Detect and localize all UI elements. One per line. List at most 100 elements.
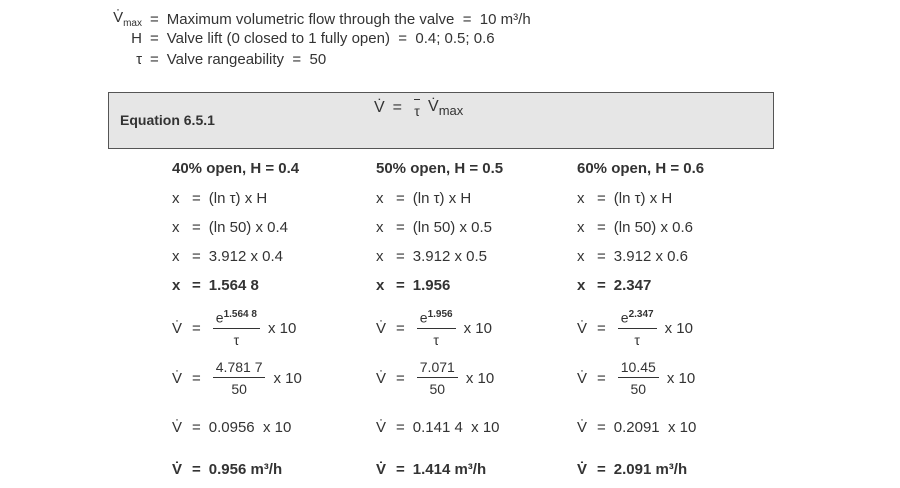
rhs-symbol: V̇: [428, 97, 439, 115]
denominator: τ: [233, 331, 240, 348]
expression: 1.564 8: [208, 277, 259, 294]
equals: =: [192, 190, 201, 207]
equals: =: [597, 219, 606, 236]
step: V̇ = 7.071 50 x 10: [376, 359, 494, 397]
step: x = (ln 50) x 0.5: [376, 219, 492, 236]
expression: 0.141 4 x 10: [412, 419, 500, 436]
variable: V̇: [577, 461, 588, 478]
column-heading: 40% open, H = 0.4: [172, 160, 300, 177]
expression: 1.956: [412, 277, 451, 294]
equals: =: [396, 419, 405, 436]
column-heading: 60% open, H = 0.6: [577, 160, 705, 177]
denominator: τ: [634, 331, 640, 348]
variable: V̇: [577, 319, 588, 337]
step: x = (ln 50) x 0.4: [172, 219, 288, 236]
fraction: 7.071 50: [416, 359, 458, 397]
denominator: τ: [433, 331, 439, 348]
equals: =: [597, 319, 606, 337]
equals: =: [597, 190, 606, 207]
fraction: 10.45 50: [617, 359, 659, 397]
equals: =: [396, 461, 405, 478]
step: V̇ = 4.781 7 50 x 10: [172, 359, 302, 397]
definition: H = Valve lift (0 closed to 1 fully open) …: [80, 30, 495, 47]
equation: V̇ = τ V̇max: [374, 97, 463, 119]
variable: x: [577, 277, 586, 294]
equals: =: [192, 369, 201, 387]
definition-text: Valve lift (0 closed to 1 fully open) = …: [166, 30, 495, 47]
variable: V̇: [172, 461, 183, 478]
denominator: 50: [429, 381, 446, 397]
variable: x: [172, 277, 181, 294]
variable: x: [577, 219, 585, 236]
step: x = 1.564 8: [172, 277, 259, 294]
step: V̇ = 0.2091 x 10: [577, 419, 696, 436]
step: V̇ = 1.414 m³/h: [376, 461, 486, 478]
denominator: τ: [414, 103, 420, 119]
variable: V̇: [376, 319, 387, 337]
exponent: 1.956: [427, 309, 453, 320]
variable: V̇: [172, 319, 183, 337]
numerator-text: 4.781 7: [215, 359, 263, 375]
fraction: e2.347 τ: [617, 309, 657, 348]
equals: =: [396, 277, 405, 294]
expression: 0.0956 x 10: [208, 419, 292, 436]
step: x = (ln τ) x H: [376, 190, 471, 207]
expression: (ln τ) x H: [208, 190, 268, 207]
expression: 0.2091 x 10: [613, 419, 697, 436]
lhs: V̇: [374, 99, 385, 116]
base: e: [620, 309, 629, 326]
equals: =: [192, 319, 201, 337]
variable: x: [376, 277, 385, 294]
step: x = (ln τ) x H: [172, 190, 267, 207]
subscript: max: [123, 18, 142, 29]
fraction: e1.956 τ: [416, 309, 456, 348]
step: x = 3.912 x 0.6: [577, 248, 688, 265]
expression: (ln 50) x 0.4: [208, 219, 288, 236]
multiplier: x 10: [273, 369, 302, 387]
numerator: [414, 97, 421, 100]
variable: x: [376, 248, 384, 265]
equals: =: [192, 277, 201, 294]
step: V̇ = 10.45 50 x 10: [577, 359, 695, 397]
variable: V̇: [172, 419, 183, 436]
variable: x: [376, 190, 384, 207]
step: x = 3.912 x 0.4: [172, 248, 283, 265]
numerator: 7.071: [416, 359, 458, 378]
variable: x: [172, 190, 180, 207]
equals: =: [597, 461, 606, 478]
step: V̇ = 2.091 m³/h: [577, 461, 687, 478]
step: V̇ = 0.956 m³/h: [172, 461, 282, 478]
step: V̇ = e2.347 τ x 10: [577, 309, 693, 348]
symbol-wrap: τ: [80, 51, 142, 68]
base: e: [419, 309, 428, 326]
expression: 3.912 x 0.6: [613, 248, 688, 265]
equation-box: Equation 6.5.1 V̇ = τ V̇max: [108, 92, 774, 149]
numerator: e2.347: [617, 309, 657, 329]
equals: =: [396, 369, 405, 387]
multiplier: x 10: [664, 319, 693, 337]
exponent: 1.564 8: [223, 309, 257, 320]
equals: =: [192, 248, 201, 265]
fraction: e1.564 8 τ: [212, 309, 260, 348]
variable: V̇: [577, 369, 588, 387]
numerator: e1.956: [416, 309, 456, 329]
variable: V̇: [376, 419, 387, 436]
equals: =: [396, 219, 405, 236]
symbol: H: [131, 30, 142, 47]
equals: =: [192, 219, 201, 236]
column-heading: 50% open, H = 0.5: [376, 160, 504, 177]
symbol-wrap: H: [80, 30, 142, 47]
step: V̇ = 0.0956 x 10: [172, 419, 291, 436]
step: x = (ln 50) x 0.6: [577, 219, 693, 236]
equals: =: [192, 419, 201, 436]
symbol-wrap: V̇max: [80, 9, 142, 29]
denominator: 50: [231, 381, 247, 397]
variable: x: [172, 248, 180, 265]
rhs: V̇max: [428, 98, 463, 118]
numerator: e1.564 8: [212, 309, 260, 329]
expression: 3.912 x 0.4: [208, 248, 283, 265]
definition: V̇max = Maximum volumetric flow through th…: [80, 9, 531, 29]
fraction: τ: [414, 97, 421, 119]
equals: =: [597, 369, 606, 387]
